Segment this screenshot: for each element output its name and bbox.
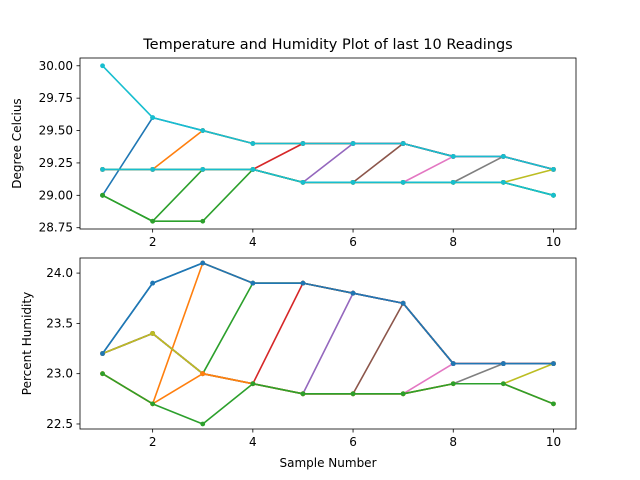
humidity-series-12-point [150, 401, 156, 407]
humidity-y-tick-label: 23.5 [46, 316, 73, 330]
temperature-series-12 [100, 167, 556, 198]
humidity-series-10-point [551, 361, 556, 367]
humidity-series-12 [100, 371, 556, 427]
humidity-series-10-point [250, 280, 256, 286]
humidity-series-12-point [200, 421, 206, 427]
temperature-subplot: 2 4 6 8 10 28.75 29.00 29.25 29.50 29.75 30.00 De… [10, 57, 577, 249]
temperature-series-10-point [551, 167, 556, 172]
humidity-series-11-point [200, 371, 206, 377]
humidity-series-10-point [500, 361, 506, 367]
humidity-series-9-point [150, 331, 156, 336]
temperature-series-10-line [101, 65, 554, 171]
humidity-y-tick-label: 24.0 [46, 266, 73, 280]
humidity-series-12-point [551, 401, 556, 407]
temperature-series-11-point [200, 218, 206, 224]
humidity-y-tick-label: 22.5 [46, 417, 73, 431]
temperature-series-10-point [450, 154, 456, 159]
temperature-x-tick-label: 8 [449, 235, 457, 249]
temperature-series-12-line [102, 168, 554, 197]
temperature-x-tick-label: 4 [249, 235, 257, 249]
humidity-subplot: 2 4 6 8 10 22.5 23.0 23.5 24.0 Percent Humidity… [20, 257, 577, 470]
temperature-series-11-point [100, 192, 105, 198]
temperature-series-12-point [350, 179, 356, 185]
humidity-series-12-point [400, 391, 406, 397]
humidity-series-10-point [350, 290, 356, 296]
temperature-y-tick-label: 29.25 [39, 156, 73, 170]
temperature-series-12-point [551, 192, 556, 198]
humidity-series-10-point [300, 280, 306, 286]
temperature-series-10-point [100, 63, 105, 69]
temperature-x-ticks: 2 4 6 8 10 [149, 229, 561, 249]
temperature-x-tick-label: 2 [149, 235, 157, 249]
temperature-series-10-point [250, 141, 256, 146]
temperature-x-tick-label: 10 [546, 235, 561, 249]
temperature-series-12-point [450, 179, 456, 185]
temperature-series-10-point [300, 141, 306, 146]
humidity-series-10-point [100, 351, 105, 356]
temperature-series-12-point [150, 167, 156, 172]
temperature-series-10-point [500, 154, 506, 159]
humidity-series-12-point [350, 391, 356, 397]
humidity-x-tick-label: 2 [149, 435, 157, 449]
temperature-series-10-point [200, 128, 206, 133]
humidity-x-tick-label: 4 [249, 435, 257, 449]
temperature-series-12-point [500, 179, 506, 185]
chart-title: Temperature and Humidity Plot of last 10… [142, 37, 512, 53]
humidity-series-10-point [450, 361, 456, 367]
temperature-axes-frame [79, 57, 577, 230]
humidity-series-12-point [450, 381, 456, 387]
humidity-series-10-point [150, 280, 156, 286]
temperature-series-12-point [200, 167, 206, 172]
temperature-series-11-point [150, 218, 156, 224]
humidity-x-tick-label: 10 [546, 435, 561, 449]
humidity-axes-frame [79, 257, 577, 430]
temperature-series-layer [100, 63, 556, 224]
temperature-series-10-point [350, 141, 356, 146]
temperature-y-tick-label: 29.00 [39, 188, 73, 202]
temperature-series-12-point [400, 179, 406, 185]
temperature-series-12-point [100, 167, 105, 172]
humidity-series-10-point [200, 260, 206, 266]
temperature-series-12-point [300, 179, 306, 185]
humidity-y-axis-label: Percent Humidity [20, 292, 34, 395]
humidity-x-tick-label: 8 [449, 435, 457, 449]
temperature-x-tick-label: 6 [349, 235, 357, 249]
humidity-series-layer [100, 260, 556, 427]
temperature-series-10-point [400, 141, 406, 146]
temperature-series-12-point [250, 167, 256, 172]
humidity-series-12-point [100, 371, 105, 377]
temperature-series-10-point [150, 115, 156, 120]
humidity-series-10-line [101, 262, 554, 365]
humidity-series-12-point [300, 391, 306, 397]
humidity-y-tick-label: 23.0 [46, 367, 73, 381]
x-axis-label: Sample Number [279, 456, 376, 470]
temperature-y-ticks: 28.75 29.00 29.25 29.50 29.75 30.00 [39, 59, 80, 235]
temperature-y-axis-label: Degree Celcius [10, 98, 24, 188]
humidity-series-10 [100, 260, 556, 367]
temperature-y-tick-label: 29.75 [39, 91, 73, 105]
humidity-y-ticks: 22.5 23.0 23.5 24.0 [46, 266, 80, 431]
temperature-y-tick-label: 29.50 [39, 124, 73, 138]
temperature-series-10 [100, 63, 556, 172]
humidity-series-10-point [400, 300, 406, 306]
humidity-series-12-point [250, 381, 256, 387]
humidity-series-12-line [102, 372, 554, 425]
temperature-y-tick-label: 30.00 [39, 59, 73, 73]
humidity-x-tick-label: 6 [349, 435, 357, 449]
humidity-series-12-point [500, 381, 506, 387]
humidity-x-ticks: 2 4 6 8 10 [149, 429, 561, 449]
temperature-y-tick-label: 28.75 [39, 221, 73, 235]
